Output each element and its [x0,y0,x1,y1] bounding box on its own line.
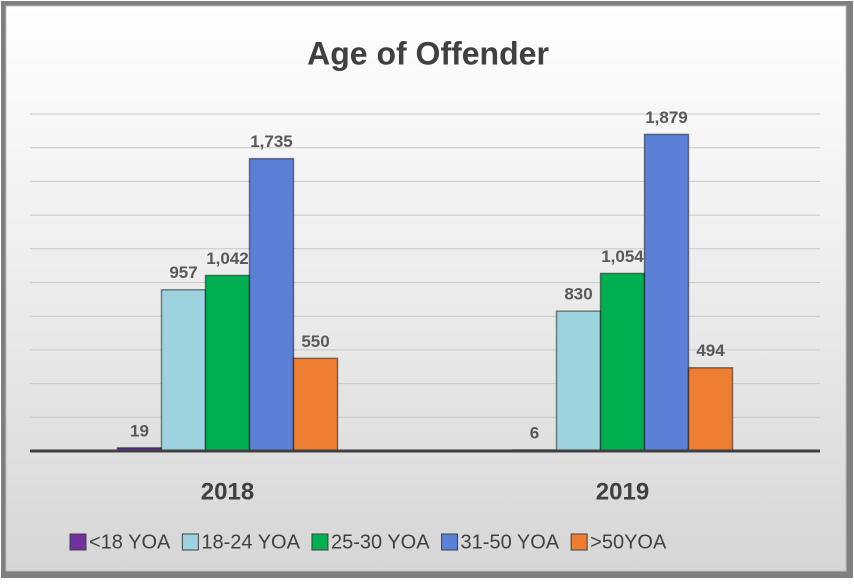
bar [599,272,646,452]
legend-swatch [311,533,329,551]
chart-title: Age of Offender [307,35,549,71]
legend-swatch [441,533,459,551]
bar [160,288,207,452]
bar [204,274,251,452]
legend-label: <18 YOA [89,531,171,553]
data-label: 1,735 [250,132,293,151]
data-label: 1,054 [601,247,644,266]
data-label: 957 [169,263,197,282]
data-label: 1,879 [645,108,688,127]
legend-label: 31-50 YOA [461,531,560,553]
x-tick-label: 2019 [596,478,649,505]
legend-swatch [181,533,199,551]
legend-swatch [69,533,87,551]
legend-label: >50YOA [590,531,667,553]
legend-swatch [570,533,588,551]
legend-label: 18-24 YOA [201,531,300,553]
data-label: 19 [130,421,149,440]
chart-background [5,5,847,572]
bar [687,367,734,452]
bar [292,357,339,452]
data-label: 550 [301,332,329,351]
legend-label: 25-30 YOA [331,531,430,553]
bar [555,310,602,452]
bar [248,157,295,452]
data-label: 494 [696,341,725,360]
bar [643,133,690,452]
data-label: 6 [530,423,539,442]
data-label: 1,042 [206,249,249,268]
data-label: 830 [564,285,592,304]
x-tick-label: 2018 [201,478,254,505]
